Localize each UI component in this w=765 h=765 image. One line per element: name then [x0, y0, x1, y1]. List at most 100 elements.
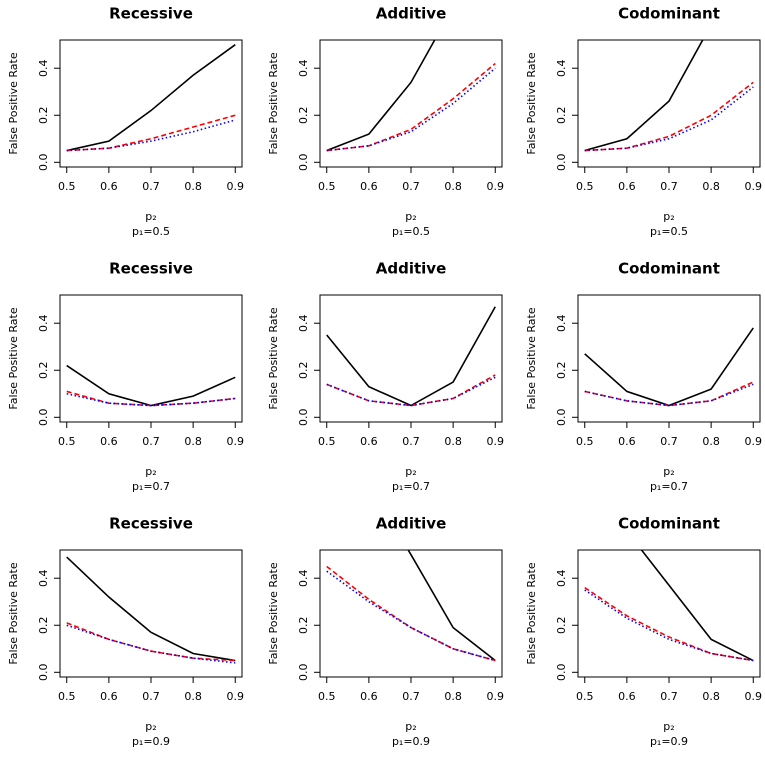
panel-title: Codominant — [618, 5, 720, 23]
y-axis-label: False Positive Rate — [7, 307, 20, 409]
x-tick-label: 0.6 — [618, 180, 636, 193]
y-tick-label: 0.4 — [555, 569, 568, 587]
y-tick-label: 0.0 — [555, 154, 568, 172]
y-tick-label: 0.0 — [297, 664, 310, 682]
x-axis-sublabel: p₁=0.7 — [392, 480, 430, 493]
x-axis-sublabel: p₁=0.7 — [132, 480, 170, 493]
y-tick-label: 0.2 — [297, 617, 310, 635]
y-tick-label: 0.2 — [37, 362, 50, 380]
x-tick-label: 0.9 — [487, 180, 505, 193]
y-tick-label: 0.4 — [555, 314, 568, 332]
series-line — [326, 62, 496, 152]
panel: Additive False Positive Rate p₂ p₁=0.7 0.5 0.… — [267, 260, 504, 494]
panel-title: Additive — [376, 515, 447, 533]
panel-title: Recessive — [109, 260, 193, 278]
x-tick-label: 0.6 — [360, 690, 378, 703]
y-tick-label: 0.2 — [555, 362, 568, 380]
series-line — [66, 622, 236, 662]
x-tick-label: 0.8 — [702, 690, 720, 703]
x-tick-label: 0.6 — [100, 180, 118, 193]
y-tick-label: 0.0 — [37, 154, 50, 172]
panel-title: Codominant — [618, 260, 720, 278]
y-tick-label: 0.4 — [37, 314, 50, 332]
x-axis-label: p₂ — [405, 465, 416, 478]
plot-frame — [319, 294, 503, 423]
plot-frame — [577, 39, 761, 168]
x-axis-sublabel: p₁=0.9 — [132, 735, 170, 748]
series-line — [584, 327, 754, 407]
x-tick-label: 0.6 — [100, 690, 118, 703]
y-tick-label: 0.2 — [555, 107, 568, 125]
x-tick-label: 0.6 — [618, 690, 636, 703]
series-line — [326, 376, 496, 407]
x-tick-label: 0.5 — [576, 435, 594, 448]
x-tick-label: 0.7 — [142, 435, 160, 448]
series-line — [326, 374, 496, 407]
x-axis-sublabel: p₁=0.5 — [132, 225, 170, 238]
x-axis-label: p₂ — [145, 720, 156, 733]
x-tick-label: 0.9 — [487, 435, 505, 448]
x-tick-label: 0.5 — [58, 435, 76, 448]
x-tick-label: 0.8 — [444, 180, 462, 193]
plot-frame — [577, 294, 761, 423]
x-tick-label: 0.7 — [402, 180, 420, 193]
panel: Recessive False Positive Rate p₂ p₁=0.5 0.5 0… — [7, 5, 244, 239]
x-tick-label: 0.8 — [444, 690, 462, 703]
x-axis-sublabel: p₁=0.7 — [650, 480, 688, 493]
y-tick-label: 0.4 — [297, 314, 310, 332]
y-tick-label: 0.2 — [37, 617, 50, 635]
x-tick-label: 0.6 — [360, 435, 378, 448]
x-axis-label: p₂ — [145, 465, 156, 478]
series-line — [584, 589, 754, 662]
y-axis-label: False Positive Rate — [525, 307, 538, 409]
y-axis-label: False Positive Rate — [525, 562, 538, 664]
x-tick-label: 0.6 — [618, 435, 636, 448]
x-axis-label: p₂ — [405, 210, 416, 223]
plot-frame — [319, 549, 503, 678]
x-tick-label: 0.7 — [142, 180, 160, 193]
y-tick-label: 0.2 — [297, 107, 310, 125]
plot-frame — [319, 39, 503, 168]
x-tick-label: 0.7 — [660, 180, 678, 193]
plot-frame — [59, 549, 243, 678]
panel: Codominant False Positive Rate p₂ p₁=0.7 0.5… — [525, 260, 762, 494]
x-tick-label: 0.7 — [660, 435, 678, 448]
x-tick-label: 0.9 — [227, 435, 245, 448]
x-tick-label: 0.5 — [318, 180, 336, 193]
plot-frame — [59, 294, 243, 423]
y-tick-label: 0.0 — [555, 409, 568, 427]
y-tick-label: 0.2 — [37, 107, 50, 125]
x-tick-label: 0.8 — [184, 180, 202, 193]
x-tick-label: 0.9 — [745, 435, 763, 448]
x-tick-label: 0.7 — [660, 690, 678, 703]
x-tick-label: 0.5 — [58, 690, 76, 703]
panel: Additive False Positive Rate p₂ p₁=0.5 0.5 0.… — [267, 5, 505, 239]
y-axis-label: False Positive Rate — [267, 307, 280, 409]
series-line — [66, 44, 236, 152]
x-tick-label: 0.5 — [576, 180, 594, 193]
x-tick-label: 0.6 — [360, 180, 378, 193]
y-tick-label: 0.0 — [297, 154, 310, 172]
series-line — [66, 624, 236, 664]
x-tick-label: 0.5 — [58, 180, 76, 193]
x-axis-label: p₂ — [663, 465, 674, 478]
x-axis-label: p₂ — [145, 210, 156, 223]
series-line — [584, 86, 754, 152]
series-line — [66, 390, 236, 407]
series-line — [407, 550, 496, 662]
panel-title: Codominant — [618, 515, 720, 533]
y-tick-label: 0.0 — [297, 409, 310, 427]
x-tick-label: 0.7 — [402, 435, 420, 448]
y-tick-label: 0.4 — [37, 59, 50, 77]
series-line — [640, 550, 754, 662]
x-tick-label: 0.8 — [184, 690, 202, 703]
plot-frame — [59, 39, 243, 168]
y-tick-label: 0.0 — [555, 664, 568, 682]
x-tick-label: 0.9 — [227, 180, 245, 193]
y-tick-label: 0.0 — [37, 664, 50, 682]
y-axis-label: False Positive Rate — [525, 52, 538, 154]
x-axis-sublabel: p₁=0.9 — [650, 735, 688, 748]
x-tick-label: 0.7 — [142, 690, 160, 703]
panel: Recessive False Positive Rate p₂ p₁=0.7 0.5 0… — [7, 260, 244, 494]
